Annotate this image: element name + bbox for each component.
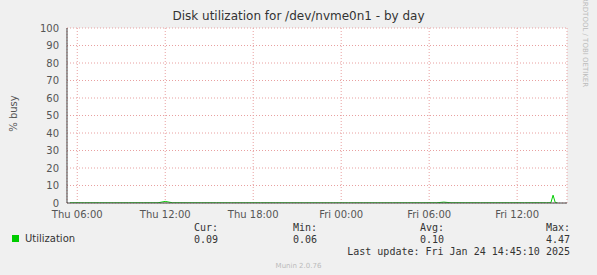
html-text:Munin 2.0.76: Munin 2.0.76 (275, 262, 322, 270)
svg-text:Fri 00:00: Fri 00:00 (319, 209, 363, 220)
svg-text:Thu 18:00: Thu 18:00 (227, 209, 279, 220)
html-text:Utilization: Utilization (25, 233, 76, 244)
svg-text:80: 80 (46, 58, 59, 69)
svg-text:30: 30 (46, 145, 59, 156)
svg-text:Thu 06:00: Thu 06:00 (51, 209, 103, 220)
html-text:% busy: % busy (7, 95, 19, 132)
svg-text:70: 70 (46, 75, 59, 86)
svg-text:Thu 12:00: Thu 12:00 (139, 209, 191, 220)
svg-text:Fri 06:00: Fri 06:00 (407, 209, 451, 220)
html-text:0.10: 0.10 (419, 234, 444, 245)
html-text:Last update: Fri Jan 24 14:45:: Last update: Fri Jan 24 14:45:10 2025 (347, 246, 570, 257)
svg-text:20: 20 (46, 163, 59, 174)
svg-text:Fri 12:00: Fri 12:00 (495, 209, 539, 220)
html-text:Max:: Max: (545, 222, 570, 233)
html-text:0.06: 0.06 (292, 234, 317, 245)
svg-text:100: 100 (40, 23, 59, 34)
svg-text:60: 60 (46, 93, 59, 104)
svg-text:10: 10 (46, 180, 59, 191)
html-text:Cur:: Cur: (193, 222, 218, 233)
html-text:4.47: 4.47 (545, 234, 570, 245)
svg-text:90: 90 (46, 40, 59, 51)
html-text:Disk utilization for /dev/nvme: Disk utilization for /dev/nvme0n1 - by d… (172, 9, 425, 23)
svg-text:40: 40 (46, 128, 59, 139)
html-text:Min:: Min: (292, 222, 317, 233)
html-text:Avg:: Avg: (419, 222, 444, 233)
svg-text:50: 50 (46, 110, 59, 121)
html-text:0.09: 0.09 (193, 234, 218, 245)
svg-text:0: 0 (53, 198, 59, 209)
